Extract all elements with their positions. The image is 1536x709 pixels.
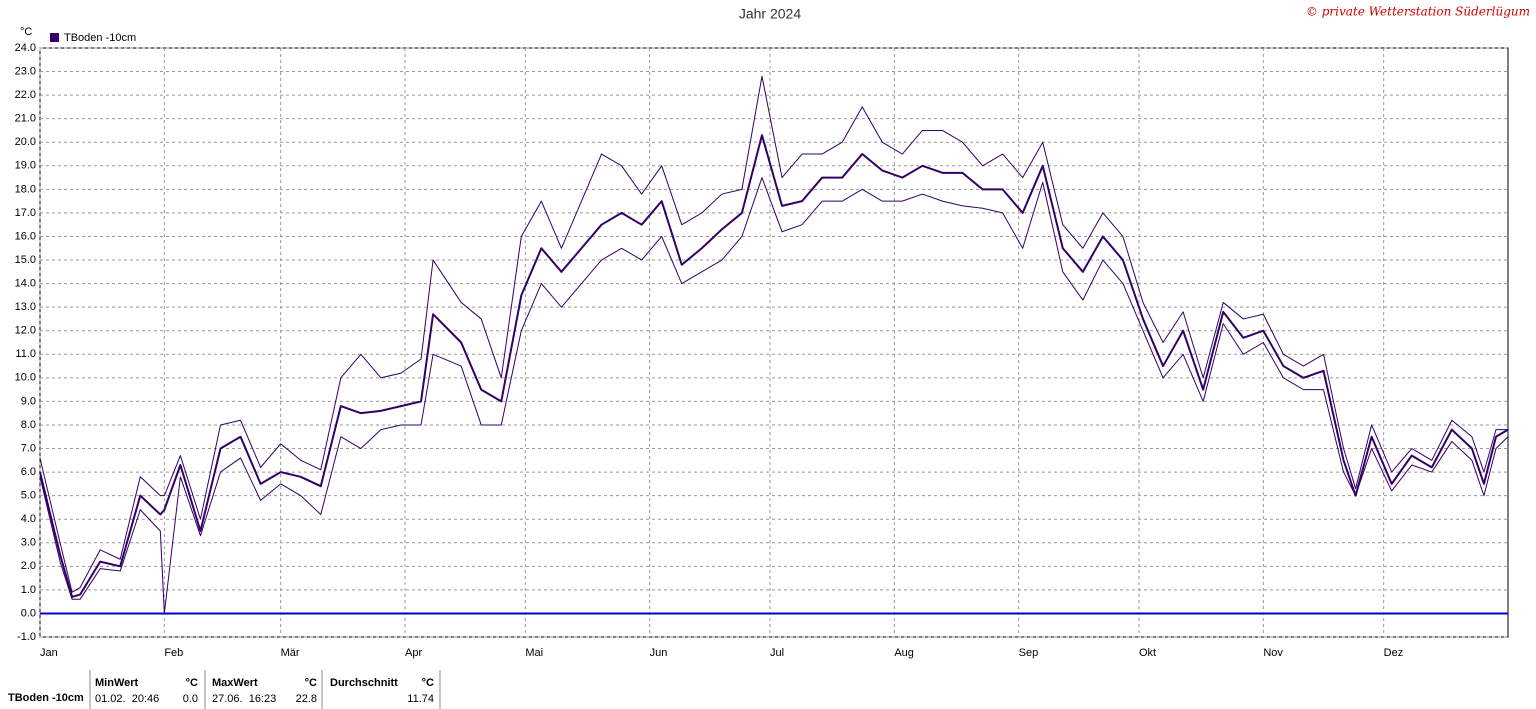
y-tick-label: 17.0 [15, 207, 36, 219]
x-tick-label: Jul [770, 647, 784, 659]
y-tick-label: 16.0 [15, 230, 36, 242]
footer-value: 11.74 [407, 693, 434, 705]
footer-time: 01.02. 20:46 [95, 693, 159, 705]
footer-unit: °C [186, 677, 198, 689]
y-tick-label: 13.0 [15, 301, 36, 313]
y-tick-label: 9.0 [21, 395, 36, 407]
y-tick-label: 1.0 [21, 584, 36, 596]
y-tick-label: 0.0 [21, 607, 36, 619]
y-tick-label: 24.0 [15, 42, 36, 54]
y-tick-label: 15.0 [15, 254, 36, 266]
x-tick-label: Jan [40, 647, 58, 659]
y-tick-label: 11.0 [15, 348, 36, 360]
y-tick-label: 22.0 [15, 89, 36, 101]
y-unit: °C [20, 26, 32, 38]
footer-row-label: TBoden -10cm [8, 692, 84, 704]
series-line [39, 134, 1509, 598]
footer-value: 0.0 [183, 693, 198, 705]
x-tick-label: Dez [1384, 647, 1404, 659]
footer-unit: °C [305, 677, 317, 689]
footer-header: Durchschnitt [330, 677, 398, 689]
x-tick-label: Mai [525, 647, 543, 659]
y-tick-label: 12.0 [15, 325, 36, 337]
footer-value: 22.8 [296, 693, 317, 705]
y-tick-label: 5.0 [21, 490, 36, 502]
footer-header: MinWert [95, 677, 139, 689]
footer-time: 27.06. 16:23 [212, 693, 276, 705]
y-tick-label: 23.0 [15, 65, 36, 77]
x-tick-label: Aug [894, 647, 914, 659]
y-tick-label: 8.0 [21, 419, 36, 431]
x-tick-label: Jun [650, 647, 668, 659]
x-tick-label: Mär [281, 647, 300, 659]
x-tick-label: Feb [164, 647, 183, 659]
y-tick-label: 3.0 [21, 537, 36, 549]
x-tick-label: Okt [1139, 647, 1156, 659]
y-tick-label: -1.0 [17, 631, 36, 643]
chart-title: Jahr 2024 [739, 6, 801, 22]
x-tick-label: Apr [405, 647, 422, 659]
footer-header: MaxWert [212, 677, 258, 689]
y-tick-label: 10.0 [15, 372, 36, 384]
y-tick-label: 19.0 [15, 160, 36, 172]
y-tick-label: 4.0 [21, 513, 36, 525]
y-tick-label: 14.0 [15, 278, 36, 290]
y-tick-label: 6.0 [21, 466, 36, 478]
footer-unit: °C [422, 677, 434, 689]
y-tick-label: 2.0 [21, 560, 36, 572]
y-tick-label: 7.0 [21, 442, 36, 454]
y-tick-label: 18.0 [15, 183, 36, 195]
legend-swatch [50, 33, 59, 42]
y-tick-label: 20.0 [15, 136, 36, 148]
x-tick-label: Sep [1019, 647, 1039, 659]
y-tick-label: 21.0 [15, 113, 36, 125]
series-line [39, 177, 1509, 614]
x-tick-label: Nov [1263, 647, 1283, 659]
credit: © private Wetterstation Süderlügum [1306, 5, 1530, 19]
series-line [39, 75, 1508, 593]
legend-label: TBoden -10cm [64, 32, 136, 44]
